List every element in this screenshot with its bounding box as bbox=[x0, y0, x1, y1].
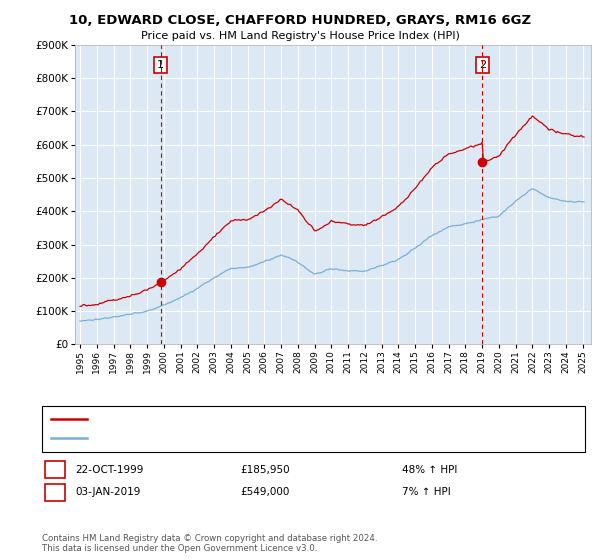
Text: 1: 1 bbox=[157, 60, 164, 70]
Text: 1: 1 bbox=[52, 465, 58, 475]
Text: 22-OCT-1999: 22-OCT-1999 bbox=[75, 465, 143, 475]
Text: £185,950: £185,950 bbox=[240, 465, 290, 475]
Text: 2: 2 bbox=[52, 487, 58, 497]
Text: £549,000: £549,000 bbox=[240, 487, 289, 497]
Text: 2: 2 bbox=[479, 60, 486, 70]
Text: 48% ↑ HPI: 48% ↑ HPI bbox=[402, 465, 457, 475]
Text: 7% ↑ HPI: 7% ↑ HPI bbox=[402, 487, 451, 497]
Text: 10, EDWARD CLOSE, CHAFFORD HUNDRED, GRAYS, RM16 6GZ (detached house): 10, EDWARD CLOSE, CHAFFORD HUNDRED, GRAY… bbox=[93, 414, 488, 424]
Text: Price paid vs. HM Land Registry's House Price Index (HPI): Price paid vs. HM Land Registry's House … bbox=[140, 31, 460, 41]
Text: Contains HM Land Registry data © Crown copyright and database right 2024.
This d: Contains HM Land Registry data © Crown c… bbox=[42, 534, 377, 553]
Text: HPI: Average price, detached house, Thurrock: HPI: Average price, detached house, Thur… bbox=[93, 433, 317, 444]
Text: 10, EDWARD CLOSE, CHAFFORD HUNDRED, GRAYS, RM16 6GZ: 10, EDWARD CLOSE, CHAFFORD HUNDRED, GRAY… bbox=[69, 14, 531, 27]
Text: 03-JAN-2019: 03-JAN-2019 bbox=[75, 487, 140, 497]
